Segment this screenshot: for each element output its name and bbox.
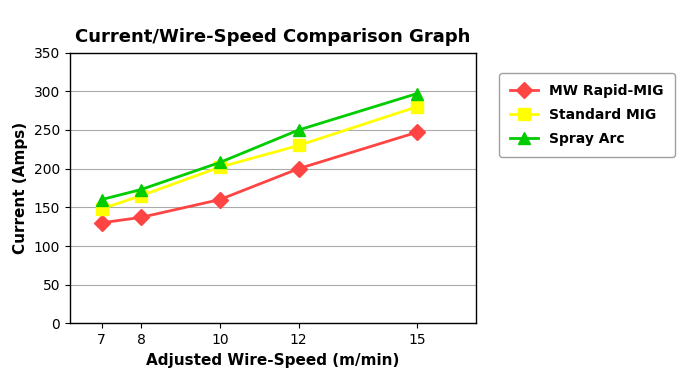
Y-axis label: Current (Amps): Current (Amps) xyxy=(13,122,28,254)
Title: Current/Wire-Speed Comparison Graph: Current/Wire-Speed Comparison Graph xyxy=(76,27,470,45)
Standard MIG xyxy=(295,143,303,148)
Spray Arc xyxy=(216,160,224,165)
Standard MIG xyxy=(136,194,145,198)
X-axis label: Adjusted Wire-Speed (m/min): Adjusted Wire-Speed (m/min) xyxy=(146,353,400,368)
Spray Arc xyxy=(97,197,106,202)
MW Rapid-MIG xyxy=(413,130,421,135)
Line: Standard MIG: Standard MIG xyxy=(96,101,422,214)
Standard MIG xyxy=(97,207,106,211)
MW Rapid-MIG xyxy=(295,167,303,171)
MW Rapid-MIG xyxy=(97,221,106,225)
Spray Arc xyxy=(413,91,421,96)
MW Rapid-MIG xyxy=(216,197,224,202)
Line: MW Rapid-MIG: MW Rapid-MIG xyxy=(96,127,422,228)
MW Rapid-MIG xyxy=(136,215,145,220)
Standard MIG xyxy=(216,165,224,169)
Spray Arc xyxy=(136,187,145,192)
Spray Arc xyxy=(295,128,303,132)
Standard MIG xyxy=(413,105,421,109)
Legend: MW Rapid-MIG, Standard MIG, Spray Arc: MW Rapid-MIG, Standard MIG, Spray Arc xyxy=(499,73,675,157)
Line: Spray Arc: Spray Arc xyxy=(96,88,422,205)
